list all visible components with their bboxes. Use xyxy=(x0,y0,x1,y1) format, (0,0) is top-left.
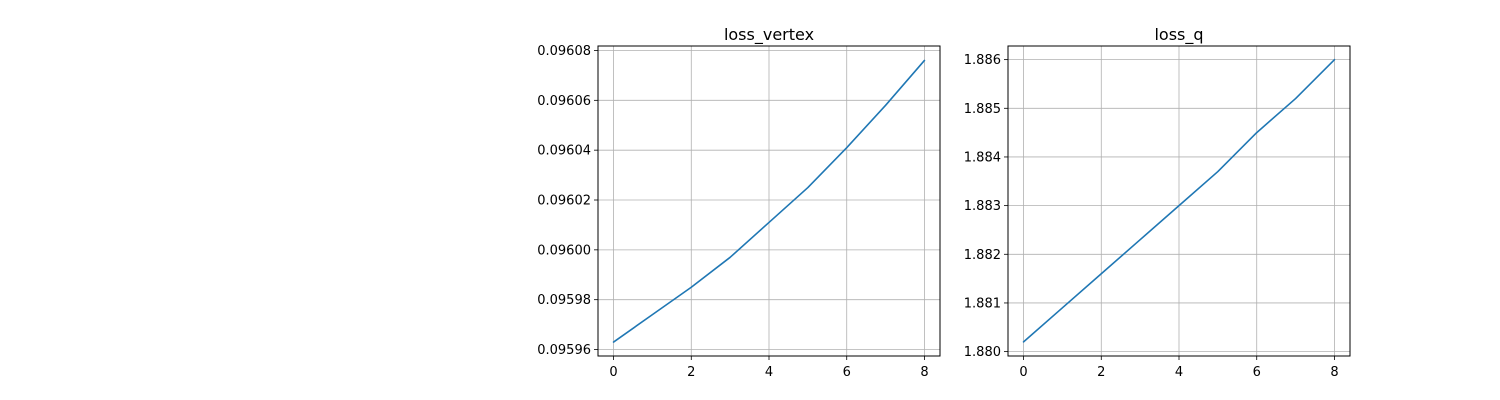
y-tick-label: 0.09602 xyxy=(537,194,591,209)
axes-frame xyxy=(1007,45,1351,357)
y-tick-label: 0.09600 xyxy=(537,243,591,258)
chart-title: loss_vertex xyxy=(724,25,814,45)
y-tick-label: 0.09606 xyxy=(537,94,591,109)
x-tick-label: 0 xyxy=(609,365,617,380)
ticks: 0 2 4 6 8 1.880 1.881 1.882 1.883 1.884 1.885 1.886 xyxy=(964,53,1339,380)
x-tick-label: 4 xyxy=(765,365,773,380)
y-tick-label: 0.09608 xyxy=(537,44,591,59)
y-tick-label: 1.884 xyxy=(964,150,1001,165)
x-tick-label: 4 xyxy=(1175,365,1183,380)
x-tick-label: 2 xyxy=(687,365,695,380)
y-tick-label: 0.09598 xyxy=(537,293,591,308)
y-tick-label: 1.880 xyxy=(964,345,1001,360)
y-tick-label: 1.882 xyxy=(964,248,1001,263)
y-tick-label: 1.883 xyxy=(964,199,1001,214)
ticks: 0 2 4 6 8 0.09596 0.09598 0.09600 0.09602 0.09604… xyxy=(537,44,928,380)
x-tick-label: 8 xyxy=(920,365,928,380)
chart-title: loss_q xyxy=(1154,25,1203,45)
series xyxy=(612,59,926,343)
x-tick-label: 2 xyxy=(1097,365,1105,380)
y-tick-label: 0.09604 xyxy=(537,144,591,159)
grid xyxy=(1008,46,1350,356)
y-tick-label: 1.881 xyxy=(964,296,1001,311)
x-tick-label: 6 xyxy=(1253,365,1261,380)
x-tick-label: 6 xyxy=(843,365,851,380)
y-tick-label: 0.09596 xyxy=(537,343,591,358)
grid xyxy=(598,46,940,356)
x-tick-label: 0 xyxy=(1019,365,1027,380)
series-line xyxy=(612,59,926,343)
y-tick-label: 1.886 xyxy=(964,53,1001,68)
x-tick-label: 8 xyxy=(1330,365,1338,380)
subplot-loss-vertex: loss_vertex 0 2 4 6 8 0.09596 0.09598 0.09600 0.… xyxy=(537,25,941,380)
axes-frame xyxy=(597,45,941,357)
series xyxy=(1022,58,1336,343)
subplot-loss-q: loss_q 0 2 4 6 8 1.880 1.881 1.882 1.883 1.884 1.8… xyxy=(964,25,1351,380)
series-line xyxy=(1022,58,1336,343)
y-tick-label: 1.885 xyxy=(964,102,1001,117)
